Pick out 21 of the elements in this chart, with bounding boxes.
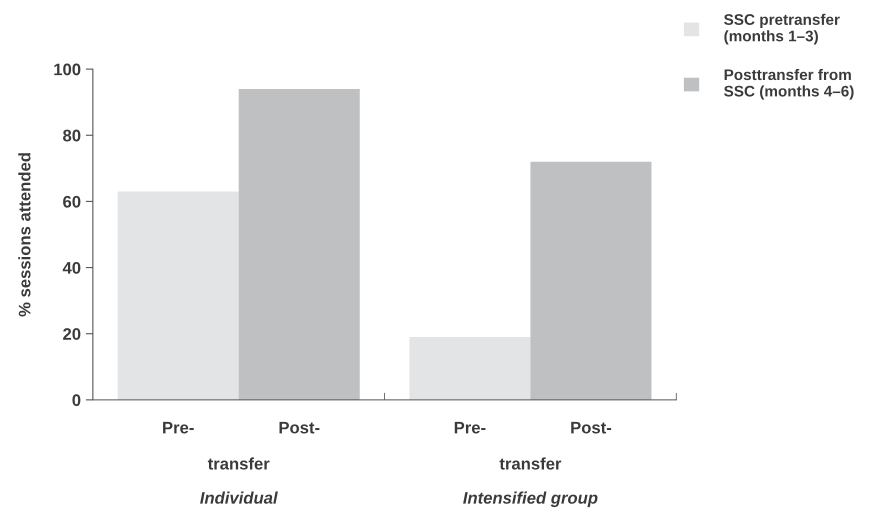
text: Post- <box>571 422 612 434</box>
y-tick-label: 60 <box>63 196 80 208</box>
y-tick-label: 80 <box>63 130 80 142</box>
y-tick-label: 100 <box>54 64 80 76</box>
text: Pre- <box>163 422 194 434</box>
text: transfer <box>208 457 270 470</box>
y-tick-label: 20 <box>63 328 80 340</box>
x-tick-label: Intensified group <box>463 492 598 508</box>
legend-label: SSC pretransfer (months 1–3) <box>724 14 840 44</box>
y-axis-title: % sessions attended <box>18 153 31 317</box>
bar <box>409 337 530 400</box>
y-tick-label: 0 <box>72 394 80 406</box>
legend-label: Posttransfer from SSC (months 4–6) <box>724 68 854 100</box>
text: transfer <box>500 457 562 470</box>
bar <box>238 88 360 400</box>
bar <box>530 162 652 400</box>
bar <box>118 192 239 400</box>
text: Post- <box>280 422 320 434</box>
y-tick-label: 40 <box>62 262 80 274</box>
text: Pre- <box>454 422 486 434</box>
x-tick-label: Individual <box>200 492 278 504</box>
